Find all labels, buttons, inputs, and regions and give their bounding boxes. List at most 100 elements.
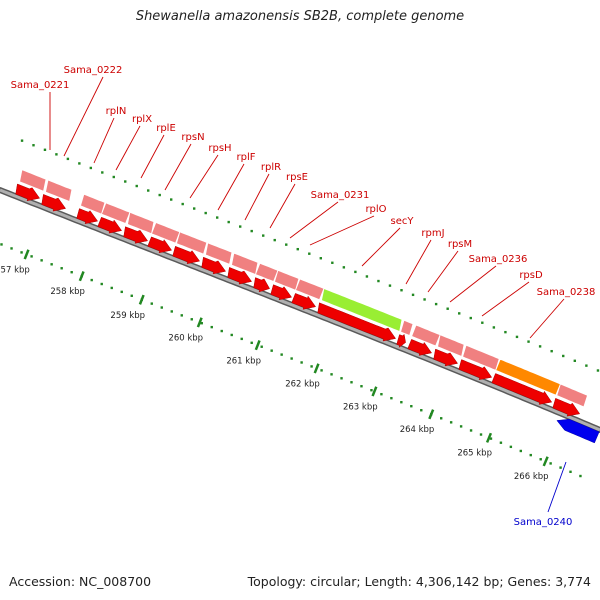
tick-dot [32, 144, 35, 147]
feature-bar [556, 383, 588, 408]
gene-leader-line [93, 117, 115, 164]
tick-dot [499, 441, 503, 444]
tick-dot [310, 365, 313, 368]
gene-arrow [491, 373, 553, 405]
tick-dot [515, 335, 519, 339]
gene-arrow [172, 245, 201, 265]
tick-dot [559, 466, 562, 469]
tick-dot [55, 153, 58, 156]
tick-dot [124, 180, 127, 183]
tick-dot [43, 148, 47, 151]
gene-arrow [253, 277, 270, 293]
scale-tick-label: 257 kbp [0, 265, 30, 275]
feature-bar [294, 278, 325, 301]
tick-dot [262, 234, 265, 237]
gene-label: Sama_0236 [469, 254, 528, 265]
gene-leader-line [309, 215, 375, 246]
scale-tick-label: 266 kbp [514, 472, 549, 482]
tick-dot [549, 462, 552, 465]
tick-dot [89, 166, 93, 170]
feature-bar [400, 319, 414, 337]
gene-label: rpsE [286, 172, 308, 183]
gene-label: rpsH [208, 143, 231, 154]
gene-label: rplN [106, 106, 127, 117]
gene-arrow [317, 302, 397, 342]
tick-dot [204, 211, 207, 215]
tick-dot [260, 345, 263, 348]
gene-arrow [433, 348, 459, 367]
scale-tick [371, 386, 378, 397]
scale-tick [428, 409, 435, 420]
tick-dot [66, 157, 70, 161]
tick-dots-layer [0, 139, 600, 478]
scale-tick [313, 363, 320, 374]
tick-dot [0, 243, 3, 246]
tick-dot [227, 220, 230, 224]
reverse-gene-arrow [556, 418, 600, 444]
tick-dot [585, 364, 588, 367]
tick-dot [529, 453, 532, 457]
gene-label: rpmJ [421, 228, 444, 239]
tick-dot [130, 294, 133, 297]
tick-dot [200, 322, 203, 325]
gene-arrow [227, 267, 253, 285]
gene-arrow [270, 284, 293, 301]
tick-dot [390, 396, 393, 400]
tick-dot [78, 162, 81, 165]
tick-dot [539, 458, 542, 461]
feature-bar [495, 358, 561, 396]
tick-dot [30, 255, 33, 258]
tick-dot [100, 282, 103, 286]
tick-dot [538, 345, 542, 348]
tick-dot [285, 243, 288, 246]
tick-dot [330, 373, 333, 376]
feature-bar [19, 169, 47, 192]
tick-dot [170, 310, 173, 313]
tick-dot [181, 202, 184, 206]
tick-dot [300, 361, 303, 364]
tick-dot [579, 474, 582, 478]
tick-dot [479, 433, 483, 436]
scale-tick [542, 456, 549, 467]
gene-leader-line [115, 125, 141, 171]
tick-dot [215, 216, 219, 219]
tick-dot [290, 357, 293, 360]
feature-bar [254, 262, 279, 283]
tick-dot [504, 330, 507, 334]
tick-dot [50, 263, 53, 266]
gene-arrow [201, 256, 227, 275]
genome-title: Shewanella amazonensis SB2B, complete ge… [135, 9, 465, 24]
feature-bar [100, 202, 131, 225]
scale-tick [23, 249, 30, 260]
gene-arrow [123, 226, 149, 244]
tick-dot [210, 325, 213, 329]
tick-dot [160, 306, 163, 309]
scale-tick-label: 258 kbp [50, 287, 85, 297]
tick-dot [280, 353, 283, 356]
scale-tick-label: 261 kbp [226, 356, 261, 366]
gene-arrow [147, 236, 173, 254]
tick-dot [492, 326, 496, 329]
gene-label: rplE [156, 123, 176, 134]
tick-dot [342, 266, 346, 269]
feature-bar [176, 231, 208, 255]
tick-dot [240, 337, 243, 341]
tick-dot [250, 341, 253, 345]
gene-arrow [76, 208, 99, 225]
gene-arrow [458, 359, 493, 381]
gene-leader-line [289, 201, 339, 239]
tick-dot [411, 293, 415, 297]
tick-dot [509, 445, 513, 449]
tick-dot [439, 417, 443, 420]
gene-leader-line [217, 163, 245, 211]
scale-ticks-layer: 257 kbp 258 kbp 259 kbp 260 kbp 261 kbp 262 k… [0, 249, 549, 482]
gene-leader-line [405, 239, 432, 285]
gene-leader-line [449, 265, 497, 303]
tick-dot [380, 392, 383, 396]
gene-labels-layer: Sama_0221 Sama_0222 rplN rplX rplE rpsN rpsH rp… [11, 65, 596, 528]
tick-dot [469, 316, 472, 320]
tick-dot [239, 225, 242, 228]
tick-dot [423, 298, 426, 301]
tick-dot [319, 257, 323, 260]
tick-dot [190, 318, 193, 321]
